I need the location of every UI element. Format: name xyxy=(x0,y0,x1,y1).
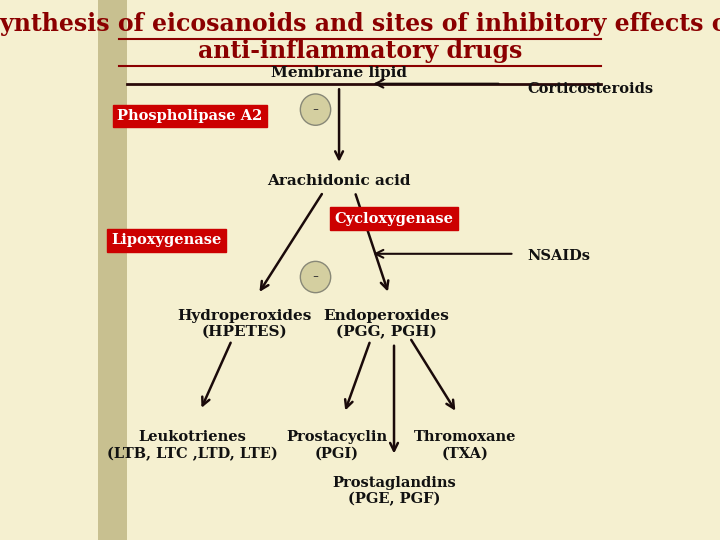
Text: -: - xyxy=(312,268,318,286)
Text: Prostacyclin
(PGI): Prostacyclin (PGI) xyxy=(286,430,387,461)
Text: Membrane lipid: Membrane lipid xyxy=(271,66,407,80)
Text: Leukotrienes
(LTB, LTC ,LTD, LTE): Leukotrienes (LTB, LTC ,LTD, LTE) xyxy=(107,430,278,461)
Text: Corticosteroids: Corticosteroids xyxy=(528,82,654,96)
Text: Lipoxygenase: Lipoxygenase xyxy=(111,233,222,247)
Text: anti-inflammatory drugs: anti-inflammatory drugs xyxy=(198,39,522,63)
Text: Thromoxane
(TXA): Thromoxane (TXA) xyxy=(413,430,516,461)
Text: Prostaglandins
(PGE, PGF): Prostaglandins (PGE, PGF) xyxy=(332,476,456,507)
Text: Hydroperoxides
(HPETES): Hydroperoxides (HPETES) xyxy=(178,309,312,339)
Text: -: - xyxy=(312,100,318,119)
Text: NSAIDs: NSAIDs xyxy=(528,249,590,264)
Text: Arachidonic acid: Arachidonic acid xyxy=(267,174,411,188)
Ellipse shape xyxy=(300,261,330,293)
Ellipse shape xyxy=(300,94,330,125)
Text: Cycloxygenase: Cycloxygenase xyxy=(335,212,454,226)
Bar xyxy=(99,0,127,540)
Text: Phospholipase A2: Phospholipase A2 xyxy=(117,109,263,123)
Text: Endoperoxides
(PGG, PGH): Endoperoxides (PGG, PGH) xyxy=(323,309,449,339)
Text: Synthesis of eicosanoids and sites of inhibitory effects of: Synthesis of eicosanoids and sites of in… xyxy=(0,12,720,36)
